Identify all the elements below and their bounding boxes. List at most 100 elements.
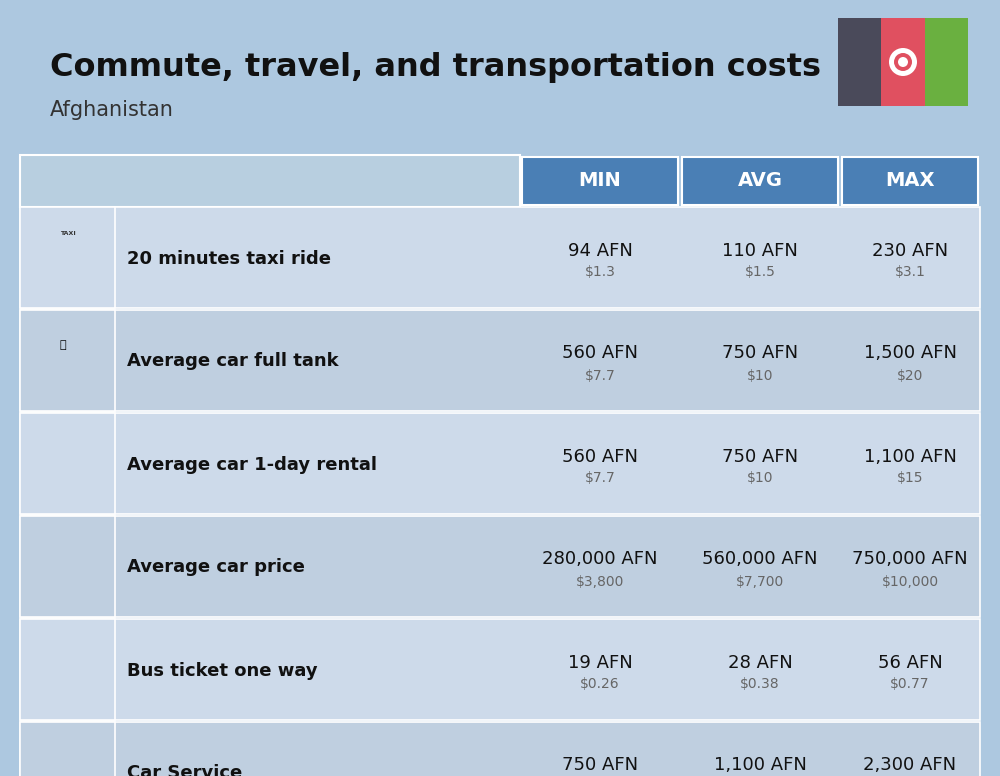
FancyBboxPatch shape — [46, 546, 89, 560]
Text: $0.38: $0.38 — [740, 677, 780, 691]
Circle shape — [77, 774, 87, 776]
Text: $7.7: $7.7 — [585, 369, 615, 383]
Text: AVG: AVG — [738, 171, 782, 190]
Text: 110 AFN: 110 AFN — [722, 241, 798, 259]
Text: 28 AFN: 28 AFN — [728, 653, 792, 671]
Text: Average car price: Average car price — [127, 559, 305, 577]
FancyBboxPatch shape — [57, 565, 78, 571]
Bar — [838, 18, 881, 106]
Text: $20: $20 — [897, 369, 923, 383]
Text: $0.26: $0.26 — [580, 677, 620, 691]
Text: 56 AFN: 56 AFN — [878, 653, 942, 671]
Text: MIN: MIN — [579, 171, 621, 190]
Circle shape — [60, 255, 62, 257]
FancyBboxPatch shape — [80, 559, 92, 567]
Bar — [20, 619, 980, 720]
FancyBboxPatch shape — [54, 447, 67, 457]
Text: 750 AFN: 750 AFN — [562, 757, 638, 774]
Circle shape — [78, 745, 88, 755]
Circle shape — [87, 250, 91, 255]
Bar — [682, 157, 838, 205]
Bar — [44, 670, 91, 674]
Text: 750 AFN: 750 AFN — [722, 448, 798, 466]
Circle shape — [51, 257, 56, 262]
Text: $3.1: $3.1 — [895, 265, 925, 279]
Text: 560 AFN: 560 AFN — [562, 448, 638, 466]
FancyBboxPatch shape — [81, 337, 89, 344]
Bar — [20, 155, 520, 207]
Text: 280,000 AFN: 280,000 AFN — [542, 550, 658, 569]
Bar — [881, 18, 925, 106]
Bar — [20, 722, 980, 776]
Circle shape — [81, 747, 85, 752]
Bar — [66, 439, 80, 441]
Bar — [20, 516, 980, 617]
Circle shape — [76, 465, 88, 476]
Circle shape — [44, 566, 57, 580]
Text: $10: $10 — [747, 472, 773, 486]
FancyBboxPatch shape — [56, 339, 72, 351]
FancyBboxPatch shape — [80, 652, 89, 663]
FancyBboxPatch shape — [54, 760, 67, 767]
Circle shape — [76, 254, 88, 265]
Bar — [80, 438, 82, 439]
FancyBboxPatch shape — [42, 453, 93, 473]
FancyBboxPatch shape — [49, 652, 58, 663]
Bar — [842, 157, 978, 205]
Circle shape — [51, 468, 56, 473]
Text: 1,100 AFN: 1,100 AFN — [714, 757, 806, 774]
Circle shape — [48, 774, 58, 776]
Circle shape — [47, 745, 57, 755]
Bar — [20, 207, 980, 308]
Text: 230 AFN: 230 AFN — [872, 241, 948, 259]
Text: 💧: 💧 — [60, 340, 66, 350]
Bar — [20, 310, 980, 411]
FancyBboxPatch shape — [41, 647, 94, 679]
Circle shape — [63, 437, 69, 443]
Circle shape — [47, 254, 59, 265]
FancyBboxPatch shape — [43, 559, 55, 567]
FancyBboxPatch shape — [52, 445, 83, 459]
FancyBboxPatch shape — [85, 656, 92, 664]
Text: MAX: MAX — [885, 171, 935, 190]
Bar — [20, 310, 115, 411]
Text: $10: $10 — [747, 369, 773, 383]
Text: 560,000 AFN: 560,000 AFN — [702, 550, 818, 569]
FancyBboxPatch shape — [70, 652, 79, 663]
FancyBboxPatch shape — [60, 231, 75, 235]
Text: $0.77: $0.77 — [890, 677, 930, 691]
Text: $1.5: $1.5 — [745, 265, 775, 279]
Bar — [20, 413, 115, 514]
Bar — [20, 722, 115, 776]
Text: 750,000 AFN: 750,000 AFN — [852, 550, 968, 569]
Text: $7.7: $7.7 — [585, 472, 615, 486]
Circle shape — [50, 747, 54, 752]
Circle shape — [72, 255, 74, 257]
FancyBboxPatch shape — [68, 760, 81, 767]
Circle shape — [78, 674, 84, 680]
Bar — [76, 437, 78, 439]
FancyBboxPatch shape — [56, 234, 67, 245]
Circle shape — [894, 53, 912, 71]
Text: 94 AFN: 94 AFN — [568, 241, 632, 259]
FancyBboxPatch shape — [68, 234, 79, 245]
FancyBboxPatch shape — [49, 745, 86, 754]
Bar — [20, 207, 115, 308]
Circle shape — [78, 566, 91, 580]
Circle shape — [81, 570, 88, 577]
Bar — [20, 516, 115, 617]
Circle shape — [47, 570, 54, 577]
FancyBboxPatch shape — [51, 365, 77, 368]
Circle shape — [44, 250, 48, 255]
Text: Average car 1-day rental: Average car 1-day rental — [127, 456, 377, 473]
Text: 20 minutes taxi ride: 20 minutes taxi ride — [127, 250, 331, 268]
Text: Car Service: Car Service — [127, 764, 242, 776]
Circle shape — [889, 48, 917, 76]
Text: 1,500 AFN: 1,500 AFN — [864, 345, 956, 362]
Circle shape — [47, 465, 59, 476]
Text: Afghanistan: Afghanistan — [50, 100, 174, 120]
FancyBboxPatch shape — [59, 652, 68, 663]
Text: $10,000: $10,000 — [881, 574, 939, 588]
FancyBboxPatch shape — [52, 547, 83, 559]
Text: $7,700: $7,700 — [736, 574, 784, 588]
